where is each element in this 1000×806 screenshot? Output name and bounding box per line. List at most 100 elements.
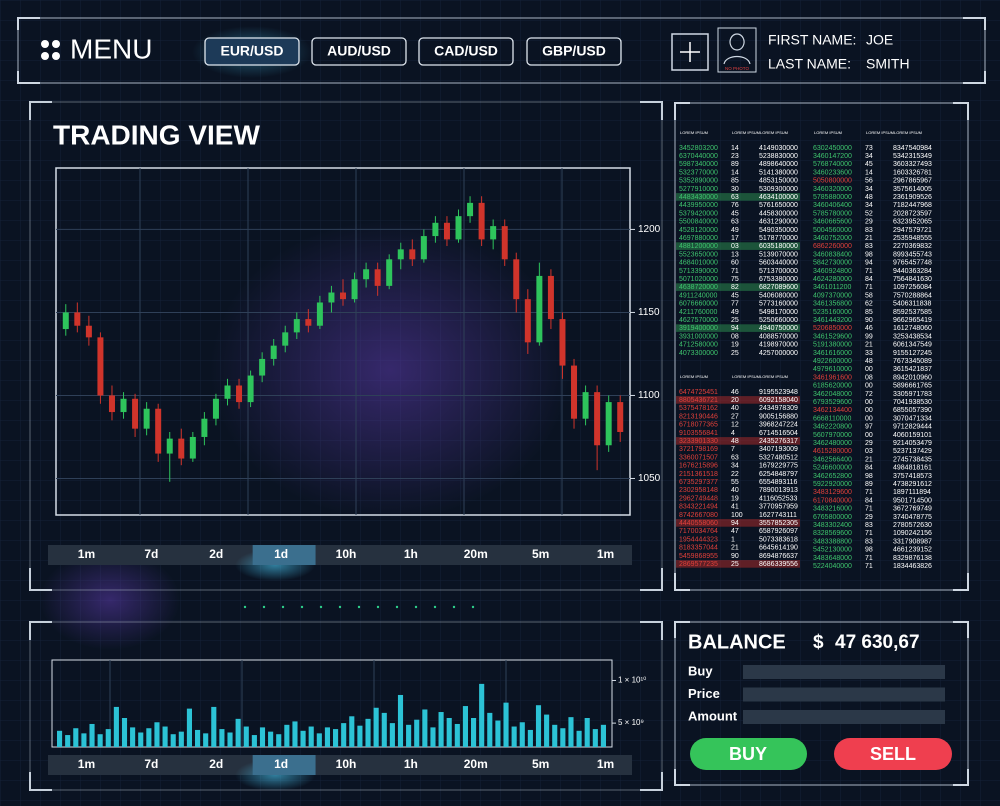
- timeframe-option[interactable]: 5m: [532, 757, 549, 771]
- order-cell: 4738291612: [893, 481, 932, 488]
- candle-body: [316, 302, 323, 326]
- first-name: JOE: [866, 32, 893, 48]
- currency-tab[interactable]: [418, 37, 514, 66]
- order-cell: 00: [865, 383, 873, 390]
- order-cell: 14: [731, 169, 739, 176]
- timeframe-option[interactable]: 7d: [144, 757, 158, 771]
- order-cell: 6474725451: [679, 389, 718, 396]
- timeframe-option[interactable]: 5m: [532, 547, 549, 561]
- order-cell: 4257000000: [759, 350, 798, 357]
- order-cell: 90: [865, 317, 873, 324]
- candle-body: [62, 312, 69, 330]
- order-cell: 08: [731, 333, 739, 340]
- candle-body: [85, 325, 92, 338]
- order-cell: 21: [865, 342, 873, 349]
- field-input[interactable]: [743, 710, 945, 724]
- column-header: LOREM IPSUM: [680, 374, 708, 379]
- order-cell: 5246600000: [813, 465, 852, 472]
- menu-icon[interactable]: [41, 40, 60, 60]
- order-cell: 4853150000: [759, 178, 798, 185]
- order-cell: 5073383618: [759, 536, 798, 543]
- volume-bar: [495, 720, 501, 747]
- add-button[interactable]: [671, 33, 709, 71]
- timeframe-option[interactable]: 20m: [464, 757, 488, 771]
- order-cell: 6645614190: [759, 545, 798, 552]
- order-cell: 98: [865, 547, 873, 554]
- currency-tab-label[interactable]: GBP/USD: [542, 43, 606, 59]
- order-cell: 6254848797: [759, 471, 798, 478]
- timeframe-option[interactable]: 2d: [209, 757, 223, 771]
- order-cell: 56: [865, 178, 873, 185]
- candle-body: [259, 358, 266, 376]
- order-cell: 8993455743: [893, 251, 932, 258]
- candle-body: [397, 249, 404, 260]
- order-cell: 3460233600: [813, 169, 852, 176]
- last-name-label: LAST NAME:: [768, 56, 851, 72]
- timeframe-option[interactable]: 10h: [336, 757, 357, 771]
- order-cell: 94: [731, 325, 739, 332]
- buy-button-label[interactable]: BUY: [729, 744, 767, 764]
- sell-button[interactable]: [834, 738, 952, 770]
- field-input[interactable]: [743, 665, 945, 679]
- order-cell: 85: [865, 309, 873, 316]
- timeframe-option[interactable]: 2d: [209, 547, 223, 561]
- currency-tab-label[interactable]: EUR/USD: [220, 43, 283, 59]
- order-cell: 9005156880: [759, 413, 798, 420]
- volume-bar: [81, 733, 87, 747]
- order-cell: 00: [865, 366, 873, 373]
- field-label: Amount: [688, 708, 738, 723]
- timeframe-option[interactable]: 7d: [144, 547, 158, 561]
- panel-title: TRADING VIEW: [53, 119, 260, 150]
- timeframe-option[interactable]: 10h: [336, 547, 357, 561]
- order-cell: 3919400000: [679, 325, 718, 332]
- buy-button[interactable]: [690, 738, 807, 770]
- volume-bar: [300, 730, 306, 747]
- order-cell: 40: [731, 487, 739, 494]
- order-cell: 72: [865, 391, 873, 398]
- volume-bar: [568, 717, 574, 747]
- volume-bar: [560, 728, 566, 747]
- volume-bar: [284, 724, 290, 747]
- currency-tab-label[interactable]: AUD/USD: [327, 43, 391, 59]
- order-cell: 83: [865, 522, 873, 529]
- timeframe-option[interactable]: 1h: [404, 757, 418, 771]
- currency-tab-label[interactable]: CAD/USD: [434, 43, 498, 59]
- field-input[interactable]: [743, 687, 945, 702]
- order-cell: 4940750000: [759, 325, 798, 332]
- timeframe-option[interactable]: 1m: [78, 547, 95, 561]
- volume-bar: [97, 734, 103, 747]
- candle-body: [478, 202, 485, 240]
- order-cell: 14: [865, 169, 873, 176]
- timeframe-option[interactable]: 1h: [404, 547, 418, 561]
- order-cell: 49: [731, 309, 739, 316]
- row-highlight: [676, 324, 800, 332]
- currency-tab[interactable]: [311, 37, 407, 66]
- timeframe-option[interactable]: 1d: [274, 547, 288, 561]
- timeframe-option[interactable]: 1m: [78, 757, 95, 771]
- column-header: LOREM IPSUM: [680, 130, 708, 135]
- timeframe-option[interactable]: 1m: [597, 547, 614, 561]
- sell-button-label[interactable]: SELL: [870, 744, 916, 764]
- order-cell: 3462220800: [813, 424, 852, 431]
- y-tick-label: 1200: [638, 224, 661, 235]
- timeframe-option[interactable]: 1m: [597, 757, 614, 771]
- currency-tab[interactable]: [526, 37, 622, 66]
- order-cell: 5922920000: [813, 481, 852, 488]
- order-cell: 8328569600: [813, 530, 852, 537]
- order-cell: 97: [865, 424, 873, 431]
- order-cell: 6753380000: [759, 276, 798, 283]
- order-cell: 3483216000: [813, 506, 852, 513]
- order-cell: 34: [865, 202, 873, 209]
- order-cell: 4712580000: [679, 342, 718, 349]
- currency-tab[interactable]: [204, 37, 300, 66]
- order-cell: 13: [731, 251, 739, 258]
- order-cell: 2270369832: [893, 243, 932, 250]
- order-cell: 4984818161: [893, 465, 932, 472]
- order-cell: 8686339556: [759, 561, 798, 568]
- menu-label[interactable]: MENU: [70, 33, 152, 64]
- order-cell: 9195523948: [759, 389, 798, 396]
- timeframe-option[interactable]: 20m: [464, 547, 488, 561]
- timeframe-option[interactable]: 1d: [274, 757, 288, 771]
- order-cell: 5238830000: [759, 153, 798, 160]
- order-cell: 2869577235: [679, 561, 718, 568]
